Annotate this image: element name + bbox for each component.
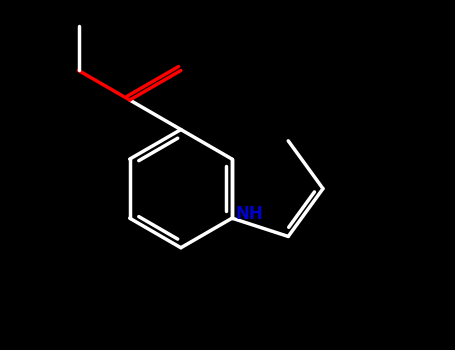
Text: NH: NH — [236, 205, 263, 223]
